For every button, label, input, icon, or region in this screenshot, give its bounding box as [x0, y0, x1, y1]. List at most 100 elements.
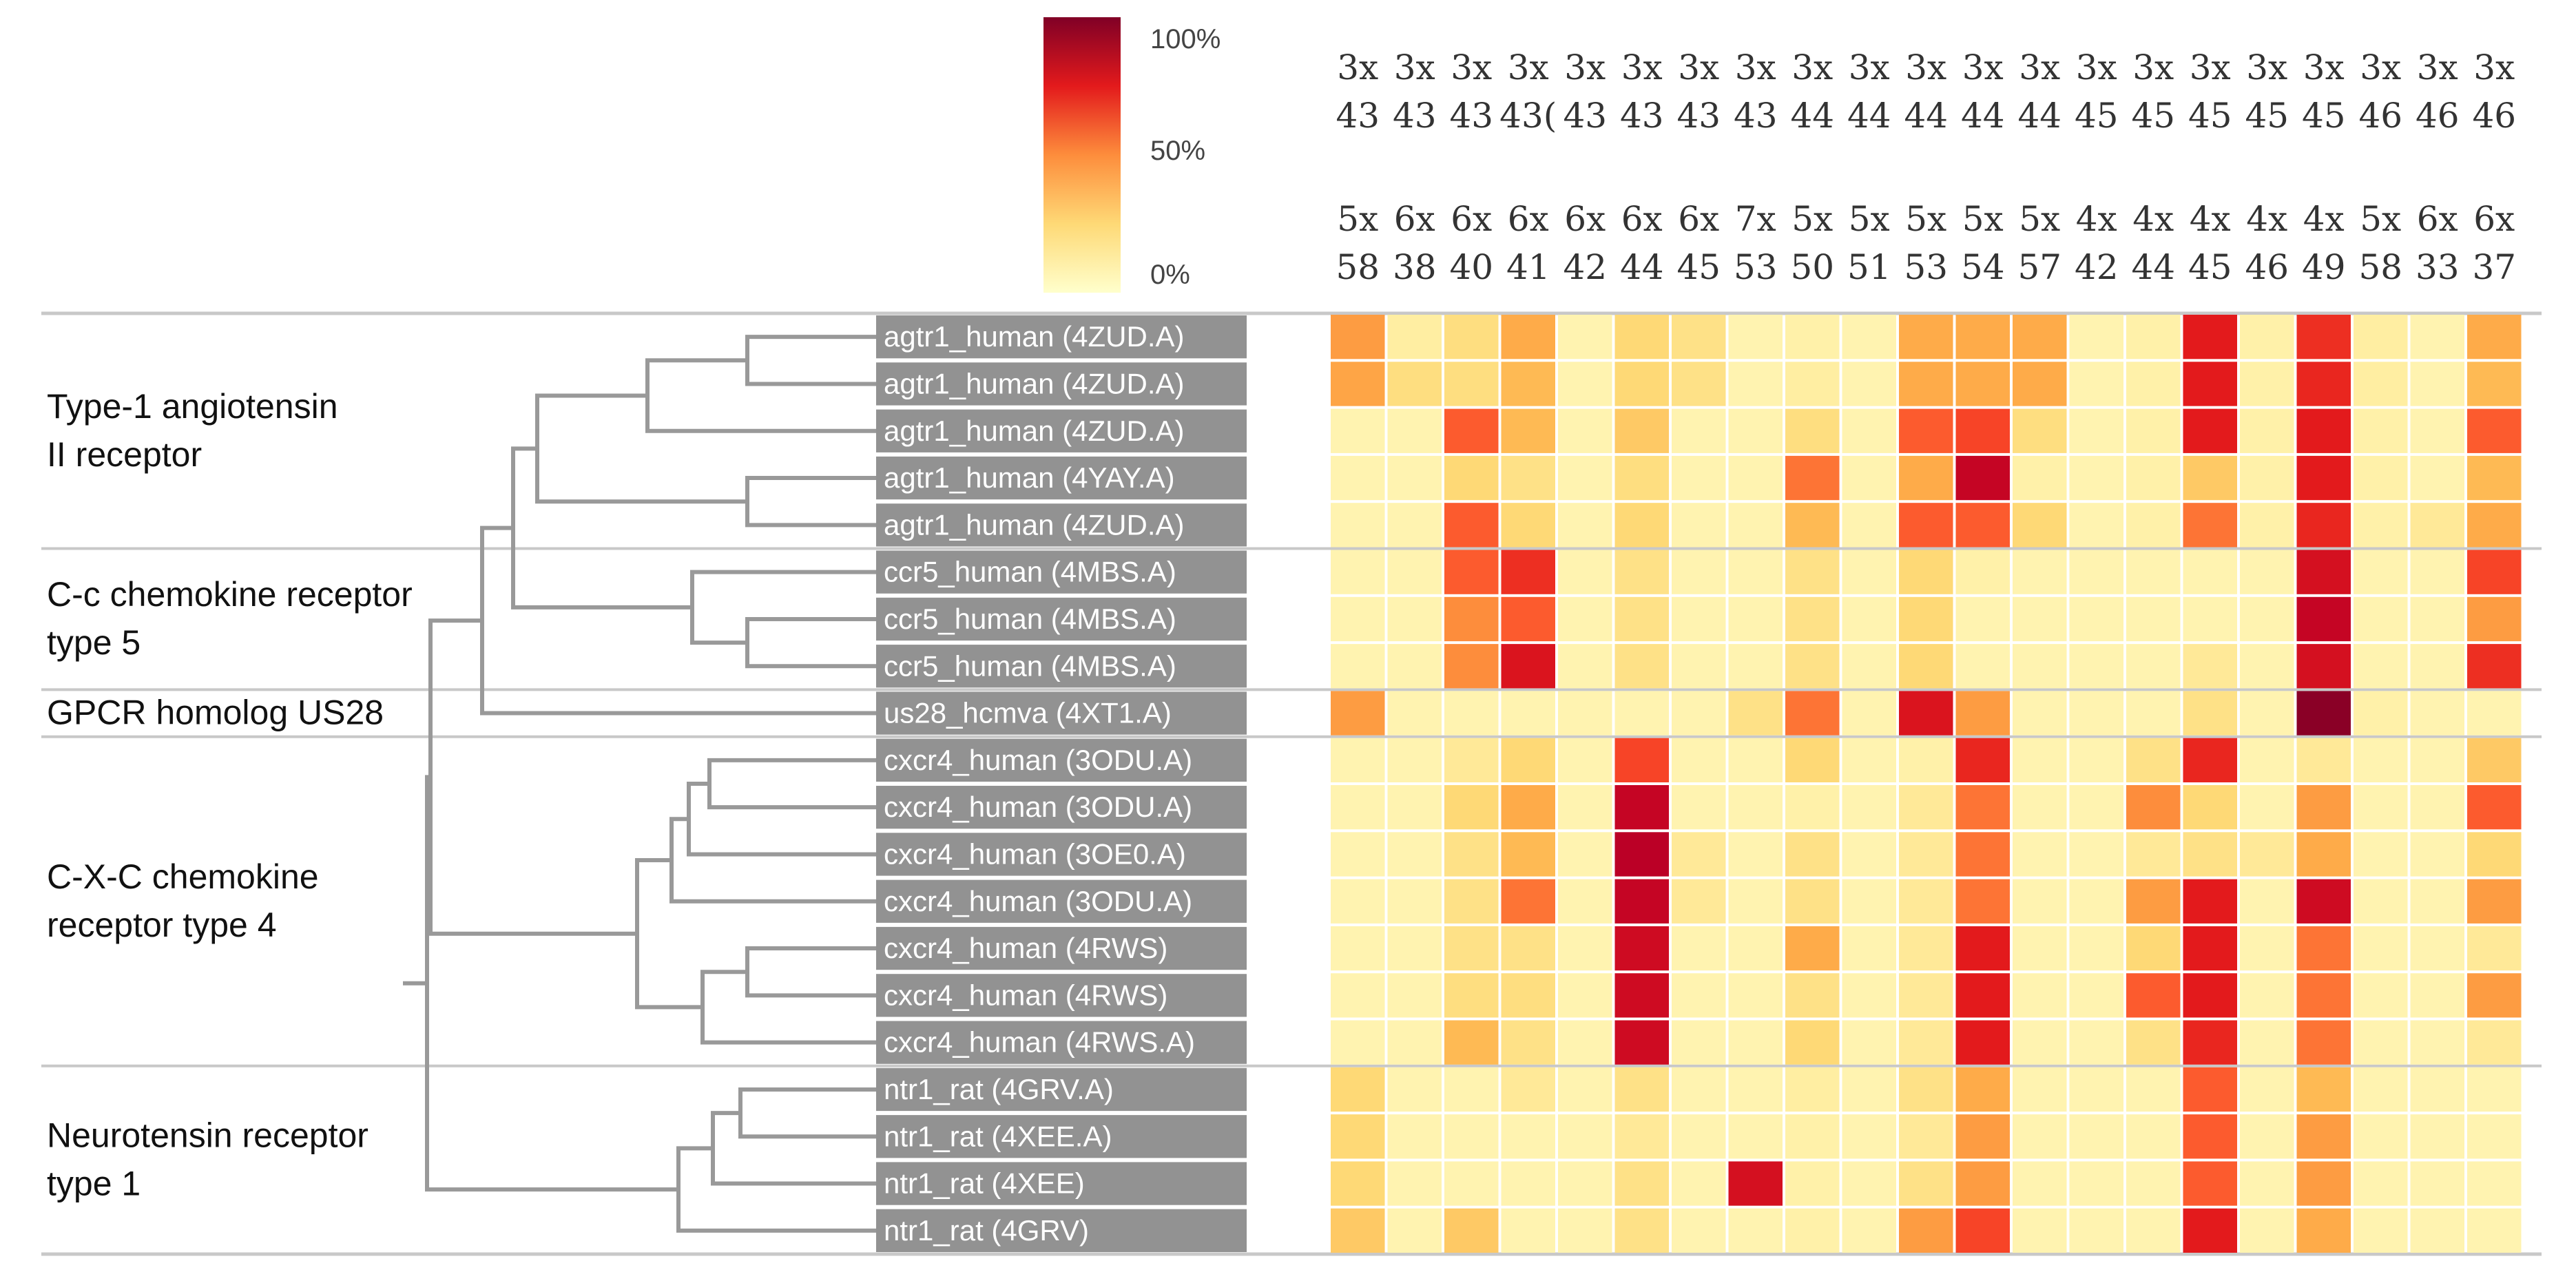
column-label-top: 3x 43 [1734, 48, 1778, 136]
heatmap-cell [2126, 362, 2181, 406]
heatmap-cell [2467, 1067, 2522, 1112]
heatmap-cell [1899, 691, 1953, 736]
heatmap-cell [1501, 973, 1555, 1018]
column-label-bottom: 4x 46 [2245, 199, 2289, 287]
heatmap-cell [2410, 1020, 2464, 1065]
heatmap-cell [1899, 785, 1953, 830]
heatmap-cell [1842, 1208, 1896, 1253]
heatmap-cell [1614, 832, 1669, 877]
heatmap-cell [2467, 315, 2522, 359]
heatmap-cell [1899, 1020, 1953, 1065]
heatmap-cell [1842, 362, 1896, 406]
heatmap-cell [1501, 550, 1555, 594]
heatmap-cell [2410, 644, 2464, 689]
heatmap-cell [2069, 785, 2123, 830]
colorbar-label: 0% [1150, 260, 1190, 290]
heatmap-cell [1614, 1114, 1669, 1159]
heatmap-cell [1387, 1020, 1442, 1065]
heatmap-cell [1672, 1067, 1726, 1112]
column-label-bottom: 5x 50 [1790, 199, 1834, 287]
heatmap-cell [2354, 738, 2408, 782]
heatmap-cell [2069, 1067, 2123, 1112]
heatmap-cell [1444, 1067, 1499, 1112]
heatmap-cell [2183, 503, 2237, 548]
row-label: cxcr4_human (4RWS.A) [884, 1026, 1195, 1059]
heatmap-cell [1672, 691, 1726, 736]
heatmap-cell [1728, 1161, 1783, 1206]
heatmap-cell [1842, 691, 1896, 736]
heatmap-cell [1785, 644, 1840, 689]
heatmap-cell [1614, 691, 1669, 736]
row-label: ccr5_human (4MBS.A) [884, 649, 1176, 682]
column-label-top: 3x 45 [2131, 48, 2175, 136]
heatmap-cell [2354, 785, 2408, 830]
heatmap-cell [1444, 550, 1499, 594]
heatmap-cell [1728, 1114, 1783, 1159]
heatmap-cell [1785, 1208, 1840, 1253]
heatmap-cell [1842, 738, 1896, 782]
heatmap-cell [1558, 879, 1612, 924]
heatmap-cell [1501, 1114, 1555, 1159]
heatmap-cell [2069, 408, 2123, 453]
heatmap-cell [1899, 550, 1953, 594]
row-label-bg [876, 503, 1247, 547]
heatmap-cell [2240, 832, 2294, 877]
colorbar-label: 50% [1150, 136, 1205, 166]
heatmap-cell [1387, 362, 1442, 406]
heatmap-cell [1444, 596, 1499, 642]
heatmap-cell [1444, 455, 1499, 501]
heatmap-cell [1728, 644, 1783, 689]
heatmap-cell [2126, 596, 2181, 642]
heatmap-cell [1955, 455, 2010, 501]
heatmap-cell [1558, 926, 1612, 971]
heatmap-cell [1331, 879, 1385, 924]
heatmap-cell [1501, 1020, 1555, 1065]
heatmap-cell [2183, 1020, 2237, 1065]
row-label-bg [876, 926, 1247, 970]
heatmap-cell [2296, 1020, 2351, 1065]
heatmap-cell [1728, 550, 1783, 594]
heatmap-cell [2354, 879, 2408, 924]
heatmap-cell [2410, 1208, 2464, 1253]
heatmap-cell [2467, 1114, 2522, 1159]
heatmap-cell [1331, 832, 1385, 877]
heatmap-cell [1331, 691, 1385, 736]
heatmap-cell [2354, 1067, 2408, 1112]
heatmap-cell [2069, 315, 2123, 359]
heatmap-cell [1672, 785, 1726, 830]
heatmap-cell [1842, 1020, 1896, 1065]
heatmap-cell [1331, 503, 1385, 548]
heatmap-cell [2354, 596, 2408, 642]
heatmap-cell [2410, 1114, 2464, 1159]
heatmap-cell [2069, 503, 2123, 548]
heatmap-cell [1672, 738, 1726, 782]
heatmap-cell [2410, 879, 2464, 924]
row-label-bg [876, 738, 1247, 782]
heatmap-cell [2240, 408, 2294, 453]
heatmap-cell [1387, 738, 1442, 782]
column-label-top: 3x 43 [1620, 48, 1664, 136]
heatmap-cell [2013, 738, 2067, 782]
heatmap-cell [2240, 1020, 2294, 1065]
heatmap-cell [1444, 362, 1499, 406]
heatmap-cell [2126, 738, 2181, 782]
heatmap-cell [1955, 1208, 2010, 1253]
heatmap-cell [2069, 832, 2123, 877]
heatmap-cell [1331, 644, 1385, 689]
heatmap-cell [2069, 691, 2123, 736]
heatmap-cell [1387, 408, 1442, 453]
heatmap-cell [2296, 1067, 2351, 1112]
heatmap-cell [2013, 1114, 2067, 1159]
heatmap-cell [1728, 1020, 1783, 1065]
heatmap-cell [2126, 1114, 2181, 1159]
column-label-top: 3x 44 [1904, 48, 1948, 136]
heatmap-cell [2126, 832, 2181, 877]
row-label-bg [876, 550, 1247, 594]
heatmap-cell [1501, 596, 1555, 642]
heatmap-cell [2296, 973, 2351, 1018]
group-separators [41, 311, 2542, 1256]
column-label-top: 3x 46 [2358, 48, 2402, 136]
dendrogram-branch [676, 1146, 876, 1233]
heatmap-cell [1558, 1114, 1612, 1159]
